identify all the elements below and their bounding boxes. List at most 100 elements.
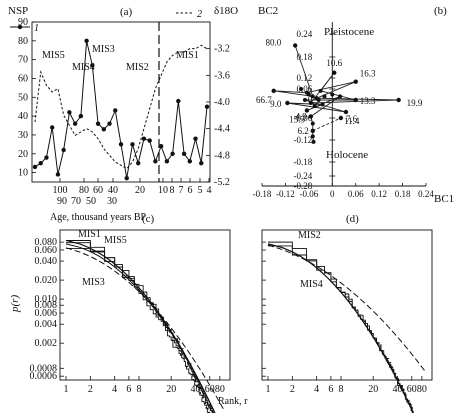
panel-b-trajectory — [273, 45, 399, 142]
panel-b-point — [299, 87, 304, 91]
holocene-label: Holocene — [326, 149, 368, 161]
panel-a-ytick-right-label: -5.2 — [214, 177, 230, 188]
panel-b-xtick-label: -0.18 — [253, 189, 272, 199]
panel-d-xtick-label: 8 — [339, 384, 344, 395]
series-1-point — [90, 63, 95, 68]
series-1-point — [118, 142, 124, 147]
mis3-fit — [65, 247, 225, 411]
mis5-label: MIS5 — [42, 50, 65, 61]
series-1-point — [147, 138, 152, 143]
series-1-point — [55, 172, 61, 177]
mis5-fit — [65, 243, 216, 413]
panel-a-xtick-label: 100 — [53, 185, 68, 196]
panel-a-xtick-label: 8 — [170, 185, 175, 196]
panel-a-series — [32, 38, 210, 181]
panel-b-axes: 0.240.180.120.060-0.06-0.12-0.18-0.24-0.… — [253, 22, 434, 199]
panel-a-xtick-label-lower: 70 — [71, 196, 81, 207]
panel-b-point-label: 15.3 — [289, 115, 305, 125]
series-1-point — [158, 144, 164, 149]
panel-b-labeled-point — [310, 128, 315, 134]
legend-1-key: 1 — [34, 23, 39, 34]
panel-b-ytick-label: -0.24 — [294, 171, 313, 181]
series-1-point — [78, 113, 84, 119]
mis1-label: MIS1 — [176, 50, 199, 61]
series-1-point — [50, 125, 55, 130]
series-1-point — [130, 142, 135, 147]
panel-a-label: (a) — [120, 6, 133, 18]
panel-d-frame — [261, 229, 433, 381]
panel-a-ytick-right-label: -3.2 — [214, 44, 230, 55]
panel-a-ytick-left-label: 40 — [18, 111, 28, 122]
panel-c-ytick-label: 0.010 — [35, 294, 58, 305]
panel-c-ytick-label: 0.002 — [35, 338, 58, 349]
panel-a-ytick-left-label: 20 — [18, 149, 28, 160]
series-1-point — [176, 98, 181, 104]
panel-b-point-label: 10.6 — [326, 58, 342, 68]
panel-a-xtick-label: 10 — [158, 185, 168, 196]
panel-b-xtick-label: 0.24 — [418, 189, 434, 199]
mis5-curve-label: MIS5 — [104, 235, 127, 246]
panel-c-xtick-label: 40 — [191, 384, 201, 395]
series-1-line — [34, 40, 208, 179]
panel-d-xtick-label: 20 — [368, 384, 378, 395]
panel-b-point — [316, 98, 321, 102]
legend-1-marker — [17, 24, 23, 30]
panel-c-series — [65, 239, 225, 413]
panel-b-ytick-label: 0.24 — [297, 29, 313, 39]
panel-a-legend: 1 2 — [10, 9, 202, 34]
panel-a-ytick-right-label: -3.6 — [214, 70, 230, 81]
panel-a-xtick-label-lower: 90 — [57, 196, 67, 207]
series-1-point — [84, 38, 89, 44]
series-1-point — [44, 155, 49, 160]
series-1-point — [113, 108, 118, 113]
panel-b-ytick-label: 0.18 — [297, 52, 313, 62]
panel-b-point — [322, 94, 327, 99]
panel-b-ytick-label: -0.18 — [294, 157, 313, 167]
panel-c-frame — [59, 229, 231, 381]
panel-a-xtick-label: 5 — [198, 185, 203, 196]
panel-d-xtick-label: 40 — [393, 384, 403, 395]
panel-b-point — [310, 94, 315, 99]
legend-2-key: 2 — [197, 9, 202, 20]
series-1-point — [193, 136, 198, 141]
panel-b-point — [308, 101, 313, 105]
panel-b-point — [320, 102, 325, 107]
panel-d: (d) 1 2 4 6 8 20 40 60 80 MIS2 MIS4 — [261, 213, 433, 413]
panel-b-labeled-point — [285, 100, 290, 106]
series-1-point — [101, 127, 107, 132]
panel-a-ytick-left-label: 50 — [18, 92, 28, 103]
panel-b-ytick-label: -0.28 — [294, 181, 313, 191]
panel-a-ytick-right-label: -4.8 — [214, 150, 230, 161]
panel-a-xtick-label: 40 — [108, 185, 118, 196]
panel-a-ylabel-left: NSP — [8, 5, 28, 17]
panel-c-ytick-label: 0.0006 — [30, 371, 58, 382]
panel-b-labeled-point — [332, 70, 337, 75]
series-1-point — [141, 136, 147, 141]
panel-b-labeled-point — [353, 97, 358, 103]
panel-b-point — [310, 134, 315, 139]
panel-b-point — [311, 139, 316, 144]
panel-b-point-label: 11.4 — [344, 116, 360, 126]
panel-c-ytick-label: 0.0008 — [30, 363, 58, 374]
panel-b-xtick-label: 0.18 — [395, 189, 411, 199]
panel-c-ticks: 1 2 4 6 8 20 40 60 800.0800.0600.0400.0200.0100.… — [30, 237, 225, 395]
panel-a-ylabel-right: δ18O — [214, 5, 238, 17]
panel-c-ytick-label: 0.008 — [35, 300, 58, 311]
series-1-point — [124, 176, 129, 181]
panel-a-xtick-label: 60 — [93, 185, 103, 196]
series-1-point — [136, 160, 141, 166]
series-1-point — [107, 121, 112, 126]
panel-c-xtick-label: 1 — [64, 384, 69, 395]
panel-c-xtick-label: 6 — [126, 384, 131, 395]
panel-a-xtick-label: 7 — [179, 185, 184, 196]
mis1-curve-label: MIS1 — [78, 229, 101, 240]
panel-d-xtick-label: 4 — [314, 384, 319, 395]
panel-d-series — [267, 241, 427, 413]
panel-b-xtick-label: 0.06 — [348, 189, 364, 199]
shared-xlabel: Rank, r — [218, 396, 248, 407]
panel-b-label: (b) — [434, 5, 447, 17]
panel-c-ytick-label: 0.080 — [35, 237, 58, 248]
mis3-empirical — [66, 248, 211, 413]
mis3-curve-label: MIS3 — [82, 277, 105, 288]
